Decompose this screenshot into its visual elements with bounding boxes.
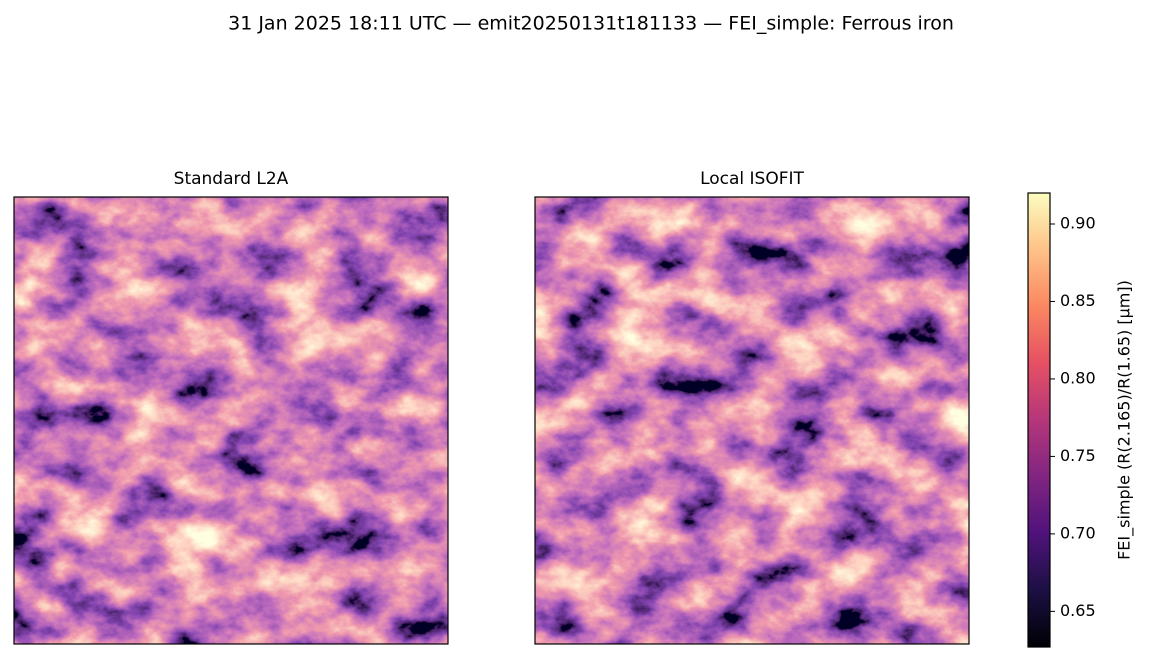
panel-image xyxy=(14,197,448,644)
panel-image xyxy=(535,197,969,644)
colorbar-tick-label: 0.90 xyxy=(1060,213,1096,232)
colorbar-scale xyxy=(1027,192,1051,648)
colorbar-tick-label: 0.85 xyxy=(1060,291,1096,310)
panel-frame xyxy=(534,196,970,645)
colorbar-tick-label: 0.65 xyxy=(1060,601,1096,620)
figure-title: 31 Jan 2025 18:11 UTC — emit20250131t181… xyxy=(228,13,954,35)
panel-title: Local ISOFIT xyxy=(700,169,804,189)
panels: Standard L2A Local ISOFIT xyxy=(13,169,970,645)
panel-frame xyxy=(13,196,449,645)
colorbar-tick-label: 0.80 xyxy=(1060,368,1096,387)
colorbar-tick-label: 0.75 xyxy=(1060,446,1096,465)
colorbar-label: FEI_simple (R(2.165)/R(1.65) [µm]) xyxy=(1115,280,1135,560)
panel-title: Standard L2A xyxy=(174,169,289,189)
colorbar: 0.65 0.70 0.75 0.80 0.85 0.90 FEI_simple (R(2.… xyxy=(1027,192,1135,648)
colorbar-tick-label: 0.70 xyxy=(1060,523,1096,542)
